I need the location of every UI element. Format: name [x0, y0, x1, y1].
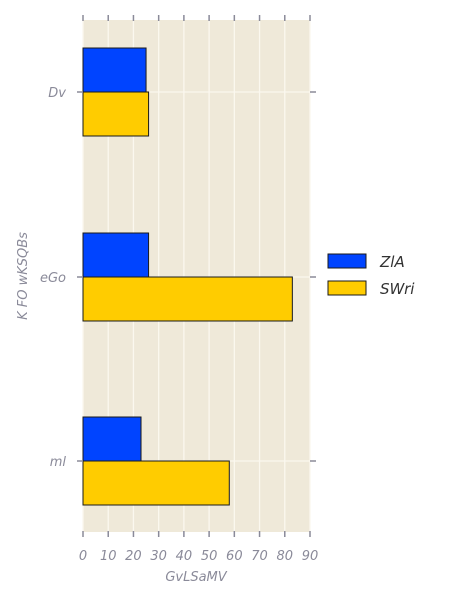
- y-tick-label: ml: [50, 455, 67, 470]
- x-tick-label: 40: [176, 549, 193, 564]
- x-tick-label: 90: [302, 549, 319, 564]
- legend-swatch-swri: [327, 280, 367, 296]
- bar-zla-ego: [82, 232, 150, 278]
- legend-label-swri: SWri: [380, 280, 415, 298]
- x-tick-label: 10: [100, 549, 117, 564]
- y-axis-title: K FO wKSQBs: [16, 232, 31, 320]
- x-tick-label: 60: [226, 549, 243, 564]
- y-tick-label: Dv: [48, 86, 66, 101]
- bar-zla-ml: [82, 416, 142, 462]
- x-tick-label: 20: [125, 549, 142, 564]
- tick-marks: [77, 15, 316, 537]
- y-tick-labels: Dv eGo ml: [40, 86, 66, 470]
- x-tick-label: 80: [277, 549, 294, 564]
- x-axis-title: GvLSaMV: [165, 570, 227, 585]
- y-tick-label: eGo: [40, 271, 66, 286]
- legend-swatch-zla: [327, 253, 367, 269]
- bars: [82, 47, 293, 506]
- x-tick-label: 0: [79, 549, 87, 564]
- bar-zla-dv: [82, 47, 147, 93]
- x-tick-label: 50: [201, 549, 218, 564]
- legend-label-zla: ZlA: [379, 253, 405, 271]
- x-tick-labels: 0 10 20 30 40 50 60 70 80 90: [79, 549, 318, 564]
- x-tick-label: 70: [251, 549, 268, 564]
- bar-swri-ml: [82, 460, 230, 506]
- bar-swri-dv: [82, 91, 150, 137]
- x-tick-label: 30: [150, 549, 167, 564]
- bar-swri-ego: [82, 276, 293, 322]
- legend: ZlA SWri: [327, 253, 415, 298]
